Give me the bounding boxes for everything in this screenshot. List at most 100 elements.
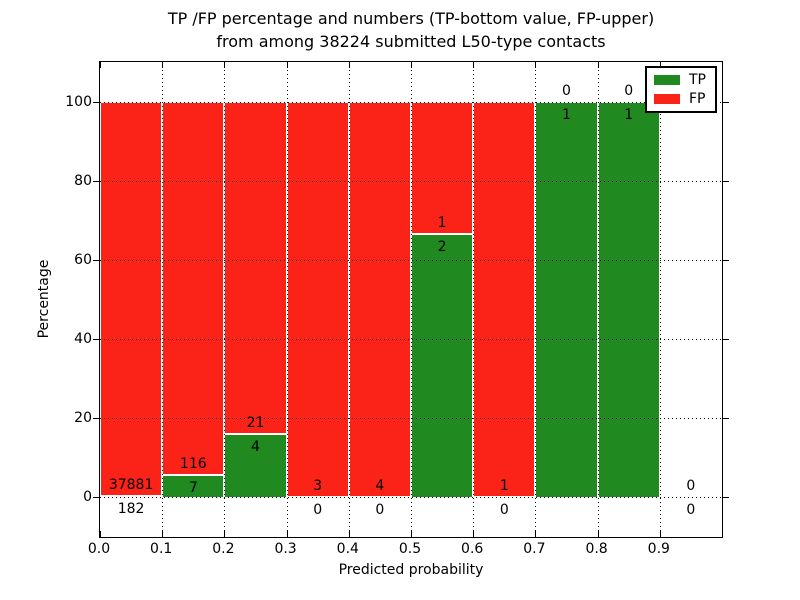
grid-line-horizontal bbox=[100, 259, 722, 261]
bar-segment-fp bbox=[348, 101, 411, 498]
x-tick-mark bbox=[597, 62, 599, 68]
x-tick-label: 0.9 bbox=[647, 541, 670, 557]
y-tick-mark bbox=[93, 418, 99, 420]
y-tick-label: 0 bbox=[83, 489, 92, 506]
x-tick-mark bbox=[100, 531, 101, 537]
x-tick-label: 0.4 bbox=[336, 541, 359, 557]
x-tick-label: 0.8 bbox=[585, 541, 608, 557]
x-tick-mark bbox=[162, 62, 164, 68]
tp-count-label: 182 bbox=[117, 500, 145, 517]
x-tick-mark bbox=[348, 531, 350, 537]
y-tick-label: 80 bbox=[74, 172, 92, 189]
fp-count-label: 3 bbox=[313, 478, 323, 495]
y-tick-mark bbox=[93, 259, 99, 261]
tp-count-label: 1 bbox=[562, 106, 571, 123]
fp-count-label: 4 bbox=[375, 478, 385, 495]
y-tick-mark bbox=[93, 497, 99, 499]
legend: TP FP bbox=[645, 66, 717, 113]
x-tick-mark bbox=[162, 531, 164, 537]
bar-segment-tp bbox=[535, 101, 598, 498]
grid-line-vertical bbox=[535, 62, 537, 537]
fp-color-swatch bbox=[654, 94, 680, 104]
legend-entry-fp: FP bbox=[654, 92, 706, 106]
grid-line-vertical bbox=[411, 62, 412, 537]
chart-title-line-1: TP /FP percentage and numbers (TP-bottom… bbox=[167, 9, 655, 28]
tp-count-label: 0 bbox=[375, 502, 385, 519]
x-axis-label: Predicted probability bbox=[338, 562, 484, 578]
x-tick-mark bbox=[659, 531, 661, 537]
chart-title-line-2: from among 38224 submitted L50-type cont… bbox=[216, 32, 606, 51]
x-tick-mark bbox=[286, 531, 288, 537]
x-tick-mark bbox=[100, 62, 101, 68]
x-tick-mark bbox=[411, 531, 412, 537]
grid-line-vertical bbox=[473, 62, 475, 537]
y-tick-label: 40 bbox=[74, 331, 92, 348]
bar-segment-fp bbox=[224, 101, 287, 435]
x-tick-mark bbox=[473, 531, 475, 537]
tp-count-label: 1 bbox=[624, 106, 634, 123]
fp-count-label: 37881 bbox=[108, 476, 154, 493]
chart-title: TP /FP percentage and numbers (TP-bottom… bbox=[99, 7, 723, 53]
bar-segment-tp bbox=[411, 233, 474, 498]
legend-label-tp: TP bbox=[689, 72, 706, 88]
fp-count-label: 1 bbox=[499, 478, 509, 495]
grid-line-horizontal bbox=[100, 339, 722, 341]
grid-line-horizontal bbox=[100, 180, 722, 182]
x-tick-label: 0.1 bbox=[150, 541, 173, 557]
x-tick-mark bbox=[535, 62, 537, 68]
plot-area: 37881 182 116 7 21 4 3 0 4 0 1 2 1 0 0 1 0 1 0 0 TP FP bbox=[93, 61, 729, 538]
tp-count-label: 4 bbox=[251, 439, 260, 456]
tp-count-label: 0 bbox=[313, 502, 323, 519]
y-tick-label: 20 bbox=[74, 410, 92, 427]
grid-line-horizontal bbox=[100, 101, 722, 103]
y-axis-label: Percentage bbox=[36, 259, 52, 339]
y-tick-mark bbox=[93, 101, 99, 103]
y-tick-mark bbox=[93, 339, 99, 341]
fp-count-label: 0 bbox=[686, 478, 696, 495]
tp-count-label: 7 bbox=[188, 479, 198, 496]
x-tick-mark bbox=[411, 62, 412, 68]
fp-count-label: 0 bbox=[624, 82, 634, 99]
y-tick-mark bbox=[723, 339, 729, 341]
bar-segment-fp bbox=[473, 101, 536, 498]
y-tick-mark bbox=[723, 497, 729, 499]
x-tick-label: 0.2 bbox=[212, 541, 235, 557]
bar-segment-fp bbox=[100, 101, 163, 496]
x-tick-mark bbox=[224, 62, 226, 68]
x-tick-label: 0.5 bbox=[398, 541, 422, 557]
tp-color-swatch bbox=[654, 75, 680, 85]
y-tick-label: 100 bbox=[65, 93, 92, 110]
grid-line-vertical bbox=[224, 62, 226, 537]
tp-count-label: 0 bbox=[686, 502, 696, 519]
y-tick-mark bbox=[93, 180, 99, 182]
y-tick-mark bbox=[723, 180, 729, 182]
grid-line-vertical bbox=[659, 62, 661, 537]
fp-count-label: 1 bbox=[437, 214, 447, 231]
bar-segment-fp bbox=[286, 101, 349, 498]
grid-line-horizontal bbox=[100, 418, 722, 420]
grid-line-vertical bbox=[286, 62, 288, 537]
y-tick-label: 60 bbox=[74, 251, 92, 268]
x-tick-mark bbox=[348, 62, 350, 68]
grid-line-vertical bbox=[162, 62, 164, 537]
x-tick-mark bbox=[659, 62, 661, 68]
tp-count-label: 2 bbox=[437, 238, 447, 255]
y-tick-mark bbox=[723, 259, 729, 261]
grid-line-horizontal bbox=[100, 497, 722, 499]
x-tick-mark bbox=[224, 531, 226, 537]
bar-segment-tp bbox=[597, 101, 660, 498]
y-tick-mark bbox=[723, 418, 729, 420]
legend-label-fp: FP bbox=[689, 91, 706, 107]
fp-count-label: 21 bbox=[246, 415, 265, 432]
x-tick-label: 0.7 bbox=[523, 541, 546, 557]
y-tick-mark bbox=[723, 101, 729, 103]
grid-line-vertical bbox=[597, 62, 599, 537]
x-tick-mark bbox=[286, 62, 288, 68]
tp-count-label: 0 bbox=[499, 502, 509, 519]
bar-segment-tp bbox=[100, 495, 163, 498]
x-tick-label: 0.0 bbox=[87, 541, 111, 557]
x-tick-mark bbox=[535, 531, 537, 537]
grid-line-vertical bbox=[348, 62, 350, 537]
x-tick-mark bbox=[473, 62, 475, 68]
